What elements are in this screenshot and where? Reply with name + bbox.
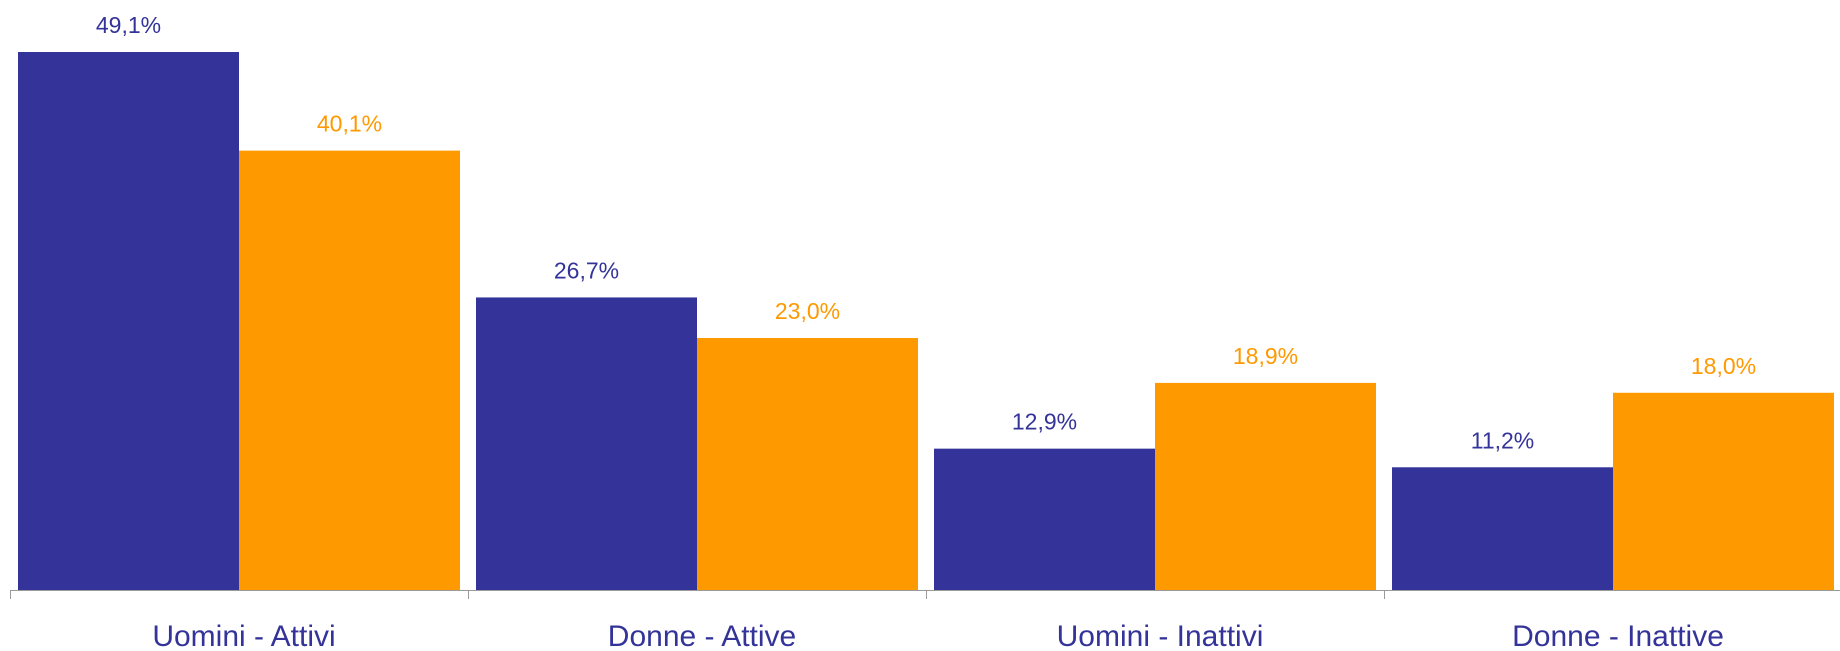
data-label-series1-2: 12,9% xyxy=(1012,409,1077,435)
x-axis xyxy=(10,590,1840,599)
bars-layer xyxy=(18,52,1834,591)
bar-series1-2 xyxy=(934,448,1155,590)
category-label-3: Donne - Inattive xyxy=(1512,620,1724,651)
category-labels-layer: Uomini - Attivi Donne - Attive Uomini - In… xyxy=(152,620,1724,651)
data-label-series1-1: 26,7% xyxy=(554,257,619,283)
data-label-series2-1: 23,0% xyxy=(775,298,840,324)
bar-series1-0 xyxy=(18,52,239,590)
bar-series1-3 xyxy=(1392,467,1613,590)
category-label-1: Donne - Attive xyxy=(608,620,796,651)
bar-series2-1 xyxy=(697,337,918,590)
bar-series1-1 xyxy=(476,297,697,590)
data-labels-layer: 49,1% 40,1% 26,7% 23,0% 12,9% 18,9% 11,2% 18,0% xyxy=(96,12,1756,453)
data-label-series1-3: 11,2% xyxy=(1471,427,1535,453)
category-label-0: Uomini - Attivi xyxy=(152,620,335,651)
bar-series2-2 xyxy=(1155,382,1376,590)
bar-series2-0 xyxy=(239,150,460,591)
data-label-series2-2: 18,9% xyxy=(1233,343,1298,369)
bar-series2-3 xyxy=(1613,392,1834,590)
data-label-series1-0: 49,1% xyxy=(96,12,161,38)
data-label-series2-3: 18,0% xyxy=(1691,353,1756,379)
category-label-2: Uomini - Inattivi xyxy=(1057,620,1264,651)
data-label-series2-0: 40,1% xyxy=(317,111,382,137)
